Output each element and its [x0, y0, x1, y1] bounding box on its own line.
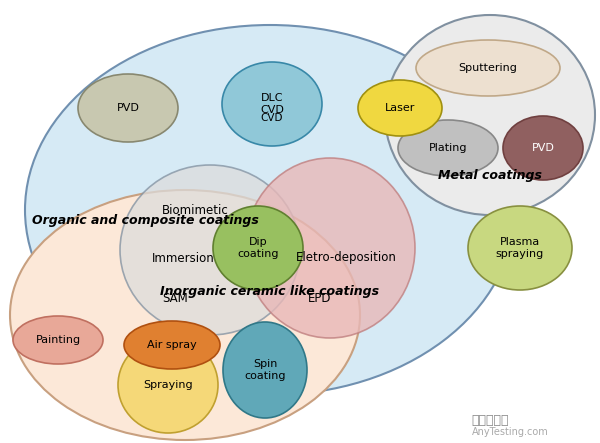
Ellipse shape [223, 322, 307, 418]
Ellipse shape [385, 15, 595, 215]
Ellipse shape [358, 80, 442, 136]
Text: Metal coatings: Metal coatings [438, 168, 542, 182]
Text: Immersion: Immersion [152, 252, 215, 264]
Text: Sputtering: Sputtering [458, 63, 517, 73]
Ellipse shape [78, 74, 178, 142]
Ellipse shape [118, 337, 218, 433]
Text: EPD: EPD [308, 291, 331, 304]
Ellipse shape [503, 116, 583, 180]
Ellipse shape [222, 62, 322, 146]
Ellipse shape [25, 25, 515, 395]
Text: Spin
coating: Spin coating [244, 359, 286, 381]
Text: Inorganic ceramic like coatings: Inorganic ceramic like coatings [160, 285, 380, 299]
Text: SAM: SAM [162, 291, 188, 304]
Text: Dip
coating: Dip coating [237, 237, 279, 259]
Text: Organic and composite coatings: Organic and composite coatings [32, 214, 259, 226]
Text: PVD: PVD [532, 143, 554, 153]
Ellipse shape [124, 321, 220, 369]
Text: Painting: Painting [35, 335, 80, 345]
Ellipse shape [120, 165, 300, 335]
Ellipse shape [13, 316, 103, 364]
Text: Air spray: Air spray [147, 340, 197, 350]
Text: Spraying: Spraying [143, 380, 193, 390]
Text: DLC
CVD: DLC CVD [260, 93, 284, 115]
Text: Plasma
spraying: Plasma spraying [496, 237, 544, 259]
Text: Eletro-deposition: Eletro-deposition [296, 252, 397, 264]
Ellipse shape [416, 40, 560, 96]
Ellipse shape [398, 120, 498, 176]
Text: Plating: Plating [429, 143, 467, 153]
Ellipse shape [468, 206, 572, 290]
Ellipse shape [10, 190, 360, 440]
Text: AnyTesting.com: AnyTesting.com [472, 427, 548, 437]
Text: 嘉峪检测网: 嘉峪检测网 [471, 413, 509, 427]
Text: CVD: CVD [261, 113, 283, 123]
Text: Laser: Laser [385, 103, 415, 113]
Ellipse shape [245, 158, 415, 338]
Ellipse shape [213, 206, 303, 290]
Text: Biomimetic: Biomimetic [162, 203, 229, 217]
Text: PVD: PVD [116, 103, 139, 113]
